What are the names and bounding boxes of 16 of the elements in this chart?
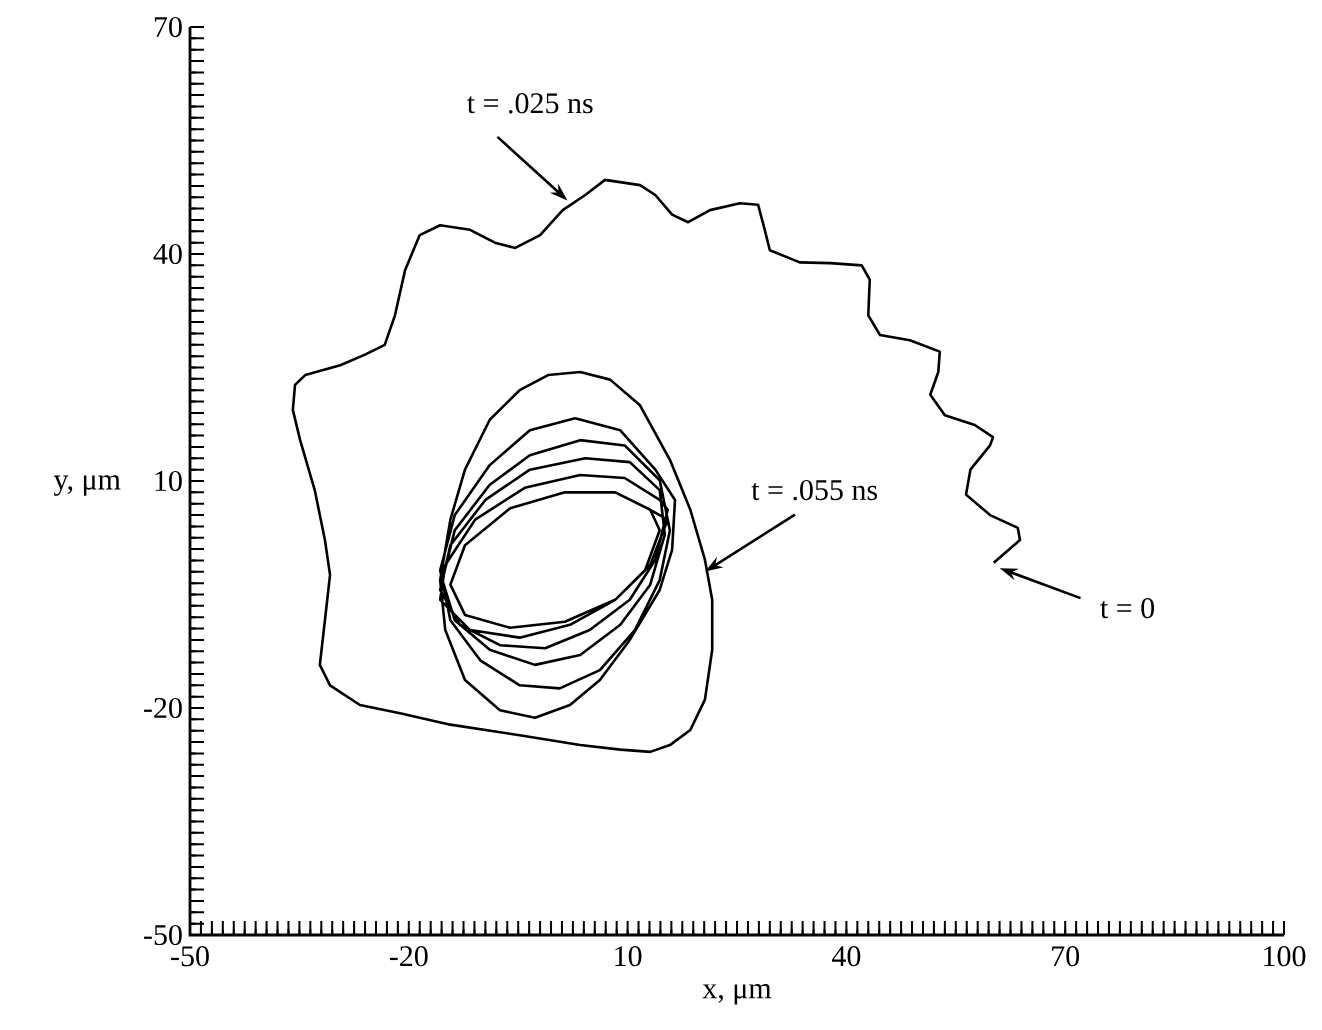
- y-tick-label: 70: [154, 16, 182, 38]
- x-tick-label: 100: [1264, 946, 1306, 967]
- annotation: t = .025 ns: [467, 93, 593, 114]
- x-tick-label: 40: [832, 946, 861, 967]
- y-tick-label: -50: [144, 924, 182, 946]
- annotation: t = .055 ns: [751, 479, 878, 501]
- x-tick-label: -50: [171, 946, 209, 967]
- annotation: t = 0: [1100, 598, 1155, 619]
- x-tick-label: 10: [615, 946, 642, 967]
- x-axis-title: x, μm: [702, 984, 772, 1005]
- y-axis-title: y, μm: [53, 475, 121, 496]
- x-tick-label: 70: [1052, 946, 1080, 967]
- y-tick-label: -20: [144, 697, 182, 719]
- y-tick-label: 10: [155, 470, 182, 492]
- y-tick-label: 40: [153, 243, 182, 265]
- x-tick-label: -20: [389, 946, 428, 967]
